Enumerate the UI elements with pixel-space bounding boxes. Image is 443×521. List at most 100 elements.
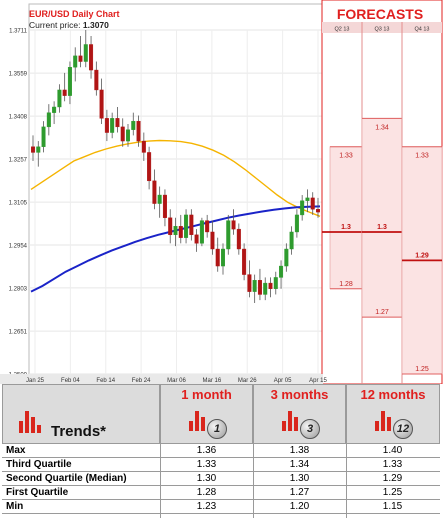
x-tick-label: Feb 24 bbox=[132, 378, 151, 384]
candle-body bbox=[199, 220, 204, 244]
forecast-mid-label: 1.3 bbox=[341, 224, 351, 231]
x-tick-label: Mar 06 bbox=[167, 378, 186, 384]
candle-body bbox=[178, 226, 183, 238]
candle-body bbox=[210, 231, 215, 250]
candle-body bbox=[120, 126, 125, 142]
candle-body bbox=[316, 209, 321, 213]
forecast-mid-label: 1.29 bbox=[415, 252, 429, 259]
candle-body bbox=[173, 226, 178, 236]
candle-body bbox=[257, 280, 262, 295]
candle-body bbox=[52, 106, 57, 113]
candle-body bbox=[67, 67, 72, 96]
candle-body bbox=[168, 217, 173, 236]
candle-body bbox=[83, 44, 88, 62]
candle-body bbox=[263, 282, 268, 295]
candle-body bbox=[247, 274, 252, 292]
candle-body bbox=[252, 280, 257, 292]
forecast-upper-label: 1.33 bbox=[339, 153, 353, 160]
trends-col-label: 1 month bbox=[181, 387, 232, 402]
trends-table: Trends* 1 month 1 3 months 3 12 months 1… bbox=[2, 384, 440, 518]
trends-row-median: Second Quartile (Median) 1.30 1.30 1.29 bbox=[2, 472, 440, 486]
candle-body bbox=[215, 248, 220, 267]
badge-icon: 12 bbox=[393, 419, 413, 439]
y-tick-label: 1.3559 bbox=[9, 72, 28, 78]
candle-body bbox=[31, 146, 36, 153]
forecast-upper-label: 1.33 bbox=[415, 153, 429, 160]
trends-col-label: 3 months bbox=[270, 387, 329, 402]
plot-area bbox=[28, 3, 323, 375]
candle-body bbox=[125, 129, 130, 142]
candle-body bbox=[157, 194, 162, 204]
forecast-lower-label: 1.27 bbox=[375, 309, 389, 316]
candle-body bbox=[289, 231, 294, 250]
candle-body bbox=[310, 197, 315, 210]
candle-body bbox=[236, 228, 241, 250]
trends-title: Trends* bbox=[51, 423, 107, 440]
trends-row-third-quartile: Third Quartile 1.33 1.34 1.33 bbox=[2, 458, 440, 472]
forecasts-title: FORECASTS bbox=[337, 6, 423, 22]
x-tick-label: Apr 05 bbox=[274, 378, 292, 384]
moving-average-line bbox=[30, 139, 321, 217]
x-tick-label: Feb 04 bbox=[61, 378, 80, 384]
candle-body bbox=[104, 118, 109, 133]
price-chart: Q2 13 1.33 1.3 1.28 Q3 13 1.34 1.3 1.27 Q4 13 1.3… bbox=[0, 0, 443, 384]
candle-body bbox=[131, 120, 136, 130]
divider bbox=[160, 384, 161, 518]
candle-body bbox=[220, 248, 225, 267]
candle-body bbox=[62, 89, 67, 96]
candle-body bbox=[226, 220, 231, 250]
candle-body bbox=[305, 197, 310, 201]
bars-icon bbox=[282, 409, 302, 431]
y-tick-label: 1.3711 bbox=[9, 29, 28, 35]
bars-icon bbox=[375, 409, 395, 431]
trends-row-min: Min 1.23 1.20 1.15 bbox=[2, 500, 440, 514]
trends-col-label: 12 months bbox=[360, 387, 426, 402]
candle-body bbox=[268, 282, 273, 289]
badge-icon: 1 bbox=[207, 419, 227, 439]
trends-col-1month: 1 month 1 bbox=[160, 384, 253, 444]
forecast-lower-label: 1.25 bbox=[415, 366, 429, 373]
candle-body bbox=[273, 277, 278, 289]
y-tick-label: 1.3257 bbox=[9, 157, 28, 163]
trends-row-first-quartile: First Quartile 1.28 1.27 1.25 bbox=[2, 486, 440, 500]
candle-body bbox=[300, 200, 305, 216]
y-tick-label: 1.3105 bbox=[9, 201, 28, 207]
trends-header: Trends* bbox=[2, 384, 160, 444]
forecast-range-box bbox=[329, 146, 363, 290]
current-price-label: Current price: 1.3070 bbox=[29, 20, 109, 30]
candle-body bbox=[189, 214, 194, 236]
candle-body bbox=[194, 234, 199, 244]
candle-body bbox=[41, 126, 46, 147]
y-tick-label: 1.2803 bbox=[9, 286, 28, 292]
forecast-upper-label: 1.34 bbox=[375, 124, 389, 131]
candle-body bbox=[205, 220, 210, 233]
candle-body bbox=[231, 220, 236, 230]
candle-body bbox=[110, 118, 115, 133]
candle-body bbox=[284, 248, 289, 267]
bars-icon bbox=[189, 409, 209, 431]
candle-body bbox=[242, 248, 247, 275]
candle-body bbox=[162, 194, 167, 218]
candle-body bbox=[147, 152, 152, 182]
candle-body bbox=[115, 118, 120, 128]
y-tick-label: 1.2651 bbox=[9, 330, 28, 336]
forecast-header-band bbox=[322, 22, 442, 33]
y-tick-label: 1.3408 bbox=[9, 115, 28, 121]
forecast-range-box bbox=[361, 117, 403, 318]
x-tick-label: Mar 26 bbox=[238, 378, 257, 384]
divider bbox=[346, 384, 347, 518]
forecast-column-label: Q4 13 bbox=[415, 27, 430, 33]
candle-body bbox=[73, 55, 78, 68]
divider bbox=[253, 384, 254, 518]
candle-body bbox=[57, 89, 62, 108]
trends-col-3months: 3 months 3 bbox=[253, 384, 346, 444]
candle-body bbox=[89, 44, 94, 71]
x-tick-label: Jan 25 bbox=[26, 378, 45, 384]
x-tick-label: Feb 14 bbox=[96, 378, 115, 384]
x-axis-band bbox=[0, 374, 323, 384]
badge-icon: 3 bbox=[300, 419, 320, 439]
trends-row-max: Max 1.36 1.38 1.40 bbox=[2, 444, 440, 458]
candle-body bbox=[46, 112, 51, 128]
candle-body bbox=[99, 89, 104, 119]
